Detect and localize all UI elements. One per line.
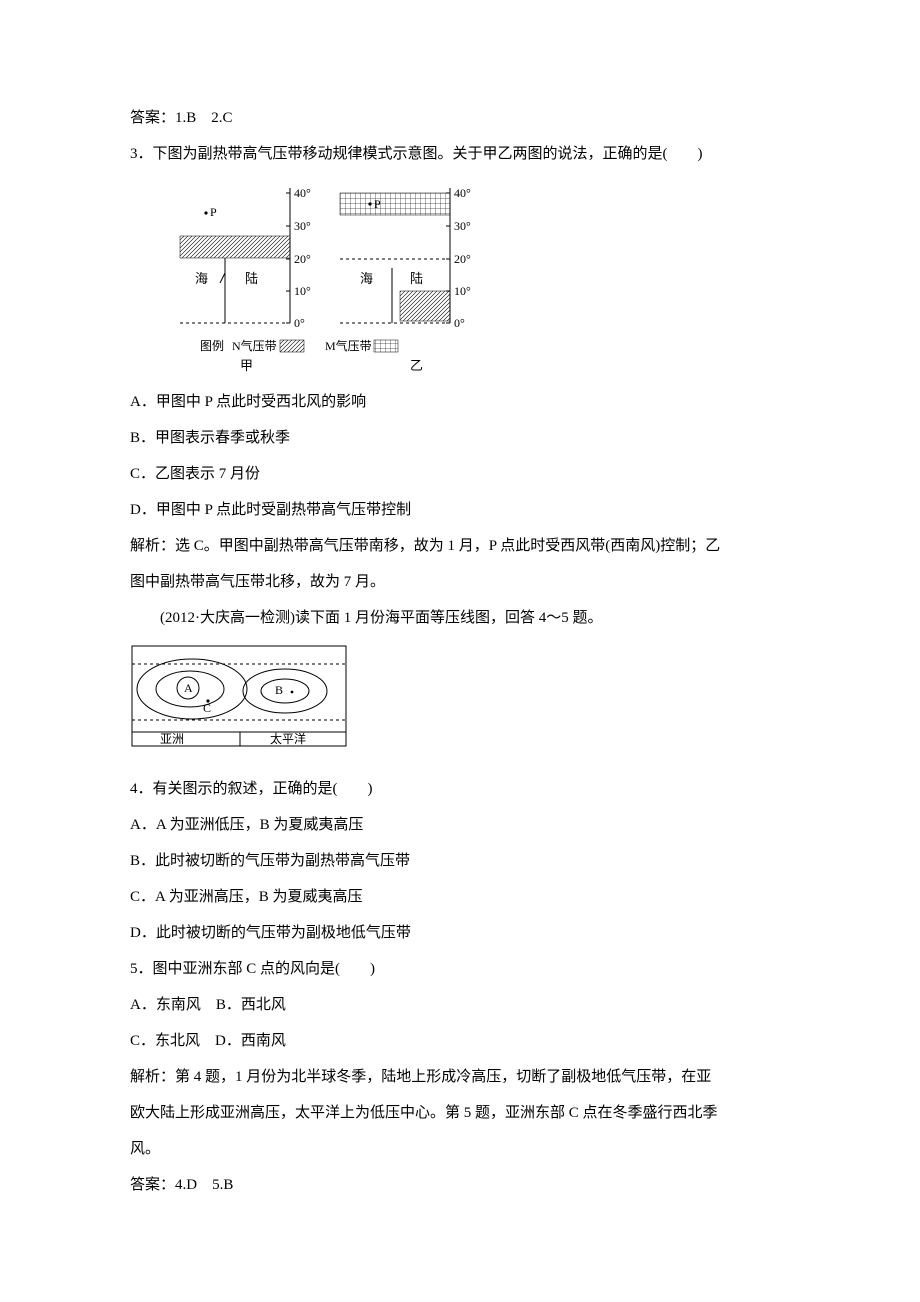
q3-C: C．乙图表示 7 月份 xyxy=(130,456,790,492)
intro-4-5: (2012·大庆高一检测)读下面 1 月份海平面等压线图，回答 4～5 题。 xyxy=(130,600,790,636)
q3-explain-1: 解析：选 C。甲图中副热带高气压带南移，故为 1 月，P 点此时受西风带(西南风… xyxy=(130,528,790,564)
figure-1: 40° 30° 20° 10° 0° 海 陆 P xyxy=(170,178,790,378)
answers-4-5: 答案：4.D 5.B xyxy=(130,1167,790,1203)
q4-stem: 4．有关图示的叙述，正确的是( ) xyxy=(130,771,790,807)
q5-B-text: B．西北风 xyxy=(216,997,286,1013)
q3-B: B．甲图表示春季或秋季 xyxy=(130,420,790,456)
q3-stem: 3．下图为副热带高气压带移动规律模式示意图。关于甲乙两图的说法，正确的是( ) xyxy=(130,136,790,172)
fig1-legend-label: 图例 xyxy=(200,339,224,353)
explain-4-5-l1: 解析：第 4 题，1 月份为北半球冬季，陆地上形成冷高压，切断了副极地低气压带，… xyxy=(130,1059,790,1095)
fig1-tick-10: 10° xyxy=(294,284,311,298)
q4-B: B．此时被切断的气压带为副热带高气压带 xyxy=(130,843,790,879)
explain-4-5-l2: 欧大陆上形成亚洲高压，太平洋上为低压中心。第 5 题，亚洲东部 C 点在冬季盛行… xyxy=(130,1095,790,1131)
fig1b-tick-10: 10° xyxy=(454,284,471,298)
q4-D: D．此时被切断的气压带为副极地低气压带 xyxy=(130,915,790,951)
fig1-caption-jia: 甲 xyxy=(240,358,253,373)
answers-1-2: 答案：1.B 2.C xyxy=(130,100,790,136)
fig2-C: C xyxy=(203,701,211,715)
q5-CD: C．东北风 D．西南风 xyxy=(130,1023,790,1059)
q4-C: C．A 为亚洲高压，B 为夏威夷高压 xyxy=(130,879,790,915)
fig2-B: B xyxy=(275,683,283,697)
q5-C-text: C．东北风 xyxy=(130,1033,200,1049)
fig1-P-yi: P xyxy=(374,197,381,211)
q3-A: A．甲图中 P 点此时受西北风的影响 xyxy=(130,384,790,420)
fig1b-tick-30: 30° xyxy=(454,219,471,233)
fig1-tick-30: 30° xyxy=(294,219,311,233)
fig1-tick-20: 20° xyxy=(294,252,311,266)
fig1-sea-yi: 海 xyxy=(360,271,373,286)
fig1-land-yi: 陆 xyxy=(410,271,423,286)
figure-2: 亚洲 太平洋 A C B xyxy=(130,644,790,763)
fig1-sea-jia: 海 xyxy=(195,271,208,286)
fig2-A: A xyxy=(184,681,193,695)
fig1-caption-yi: 乙 xyxy=(410,358,423,373)
fig1b-tick-40: 40° xyxy=(454,186,471,200)
q5-D-text: D．西南风 xyxy=(215,1033,286,1049)
fig1-land-jia: 陆 xyxy=(245,271,258,286)
fig1-M-label: M气压带 xyxy=(325,338,372,353)
fig2-pacific: 太平洋 xyxy=(270,731,306,746)
fig1b-tick-0: 0° xyxy=(454,316,465,330)
fig1-tick-40: 40° xyxy=(294,186,311,200)
q5-AB: A．东南风 B．西北风 xyxy=(130,987,790,1023)
fig1-N-label: N气压带 xyxy=(232,338,277,353)
q3-explain-2: 图中副热带高气压带北移，故为 7 月。 xyxy=(130,564,790,600)
q5-stem: 5．图中亚洲东部 C 点的风向是( ) xyxy=(130,951,790,987)
q3-D: D．甲图中 P 点此时受副热带高气压带控制 xyxy=(130,492,790,528)
fig1b-tick-20: 20° xyxy=(454,252,471,266)
fig1-tick-0: 0° xyxy=(294,316,305,330)
q5-A-text: A．东南风 xyxy=(130,997,201,1013)
explain-4-5-l3: 风。 xyxy=(130,1131,790,1167)
q4-A: A．A 为亚洲低压，B 为夏威夷高压 xyxy=(130,807,790,843)
fig1-P-jia: P xyxy=(210,205,217,219)
fig2-asia: 亚洲 xyxy=(160,732,184,746)
